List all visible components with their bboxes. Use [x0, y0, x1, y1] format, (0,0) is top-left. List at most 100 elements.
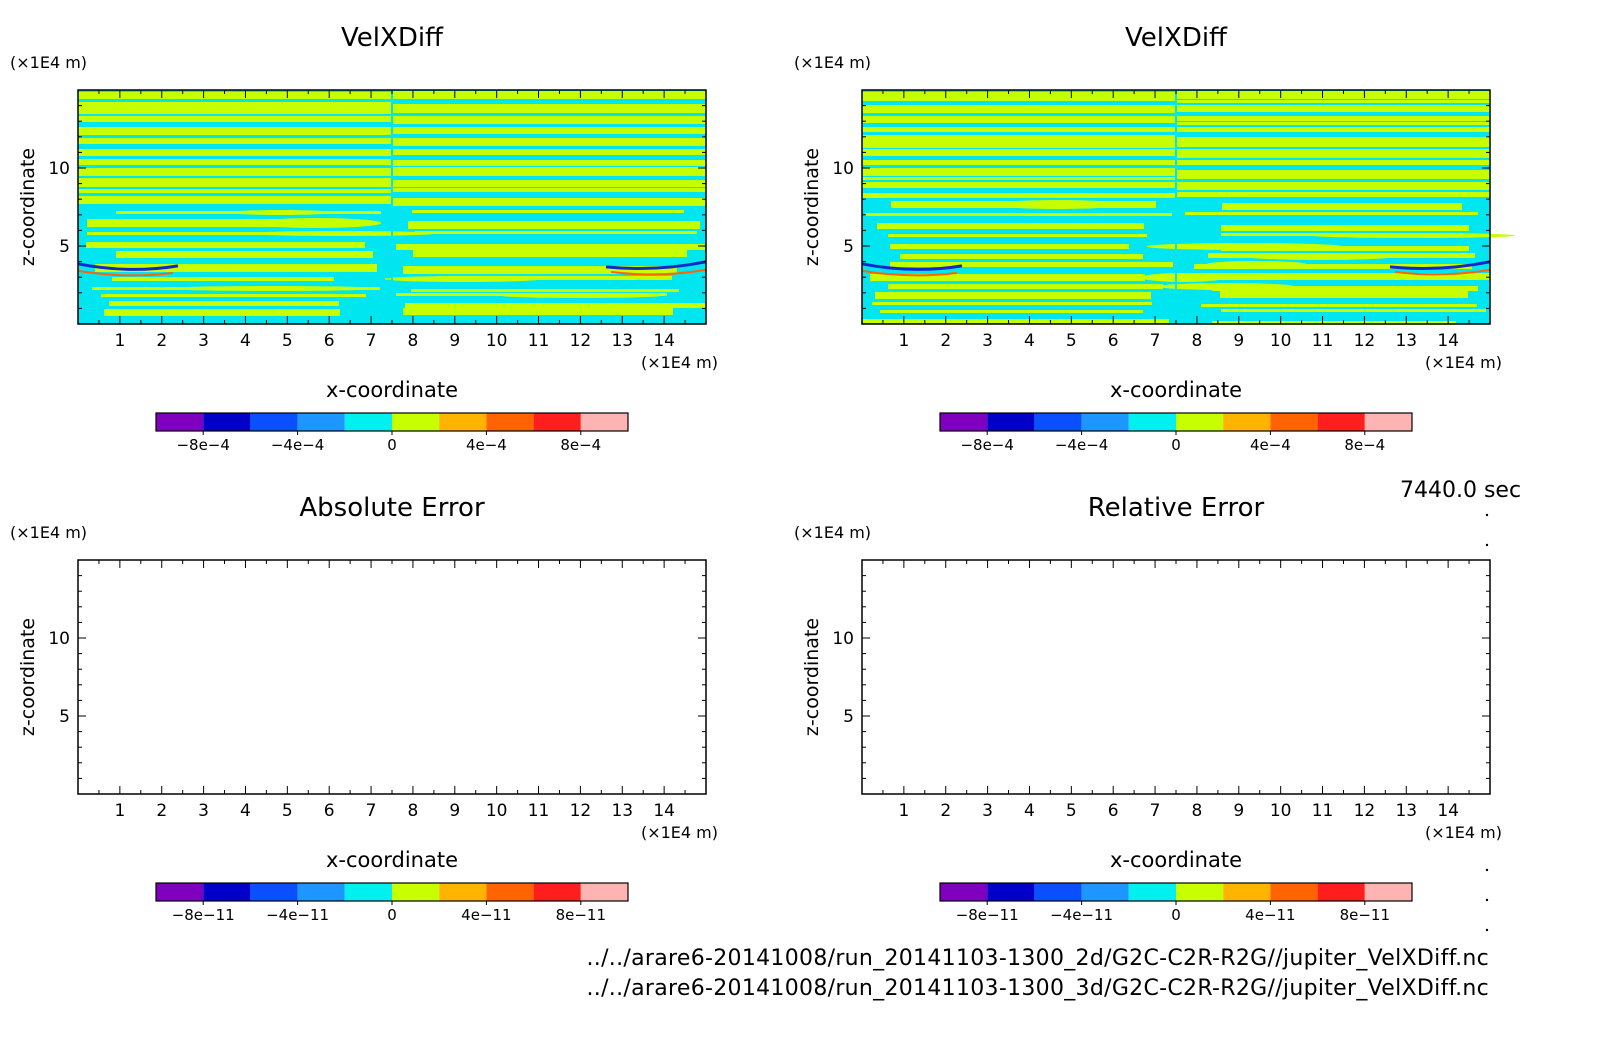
file-path-3d: ../../arare6-20141008/run_20141103-1300_…	[586, 976, 1489, 1001]
field-patch	[1244, 253, 1395, 260]
field-band	[888, 234, 1147, 237]
y-unit-label: (×1E4 m)	[10, 523, 87, 542]
y-axis-label: z-coordinate	[17, 618, 39, 736]
colorbar: −8e−4 −4e−4 0 4e−4 8e−4	[155, 412, 629, 454]
field-band	[392, 108, 706, 113]
field-band	[412, 210, 684, 213]
x-tick-label: 2	[940, 801, 951, 821]
field-patch	[166, 286, 381, 291]
x-tick-label: 2	[156, 331, 167, 351]
colorbar-segment	[1270, 413, 1318, 431]
colorbar-tick-label: 4e−11	[1245, 906, 1295, 924]
field-band	[1191, 273, 1490, 280]
x-tick-label: 11	[1312, 801, 1334, 821]
x-tick-label: 2	[156, 801, 167, 821]
decor-dot	[1485, 543, 1489, 547]
x-tick-label: 12	[1354, 801, 1376, 821]
x-axis-label: x-coordinate	[326, 378, 458, 402]
x-tick-label: 13	[611, 331, 633, 351]
field-band	[86, 242, 365, 248]
colorbar-tick-label: −8e−4	[960, 436, 1013, 454]
x-tick-label: 14	[1437, 331, 1459, 351]
colorbar-segment	[1176, 413, 1224, 431]
chart-title: Relative Error	[1088, 493, 1265, 523]
x-tick-label: 14	[653, 331, 675, 351]
field-band	[104, 309, 340, 316]
colorbar-segment	[439, 883, 487, 901]
colorbar-segment	[250, 413, 298, 431]
x-tick-label: 13	[1395, 331, 1417, 351]
colorbar-tick-label: −4e−4	[271, 436, 324, 454]
chart-title: VelXDiff	[341, 23, 444, 53]
field-band	[392, 142, 706, 146]
field-band	[1176, 91, 1490, 94]
field-band	[875, 292, 1151, 299]
decor-dot	[1485, 898, 1489, 902]
x-tick-label: 12	[570, 801, 592, 821]
field-patch	[228, 210, 333, 215]
x-tick-label: 9	[449, 801, 460, 821]
x-tick-label: 8	[408, 801, 419, 821]
x-axis-label: x-coordinate	[326, 848, 458, 872]
heatmap-field	[77, 90, 707, 324]
colorbar-segment	[1128, 413, 1176, 431]
colorbar-segment	[1364, 883, 1412, 901]
x-tick-label: 12	[570, 331, 592, 351]
x-tick-label: 13	[611, 801, 633, 821]
x-tick-label: 4	[240, 801, 251, 821]
colorbar-tick-label: 4e−4	[466, 436, 507, 454]
field-band	[1176, 187, 1490, 190]
chart-title: VelXDiff	[1125, 23, 1228, 53]
x-unit-label: (×1E4 m)	[1425, 353, 1502, 372]
x-tick-label: 7	[366, 331, 377, 351]
field-band	[872, 302, 1152, 305]
field-band	[1176, 154, 1490, 158]
colorbar-tick-label: 8e−4	[560, 436, 601, 454]
field-band	[112, 277, 334, 281]
field-band	[862, 168, 1176, 171]
colorbar-tick-label: 8e−11	[556, 906, 606, 924]
y-unit-label: (×1E4 m)	[794, 523, 871, 542]
colorbar-segment	[1081, 413, 1129, 431]
y-tick-label: 10	[48, 159, 70, 179]
x-tick-label: 10	[1270, 801, 1292, 821]
x-tick-label: 3	[198, 801, 209, 821]
field-band	[900, 254, 1143, 259]
field-extreme-positive	[1394, 268, 1491, 276]
field-patch	[248, 231, 436, 236]
colorbar-segment	[439, 413, 487, 431]
x-tick-label: 3	[982, 801, 993, 821]
field-patch	[1158, 283, 1295, 290]
x-tick-label: 5	[282, 331, 293, 351]
colorbar: −8e−11 −4e−11 0 4e−11 8e−11	[939, 882, 1413, 924]
field-band	[1221, 309, 1486, 312]
field-band	[1212, 286, 1478, 291]
colorbar-segment	[940, 883, 988, 901]
x-tick-label: 1	[898, 801, 909, 821]
field-extreme-negative	[77, 262, 179, 271]
field-band	[78, 178, 392, 184]
x-tick-label: 8	[1192, 801, 1203, 821]
field-band	[1176, 100, 1490, 103]
field-band	[862, 98, 1176, 101]
colorbar-segment	[1317, 413, 1365, 431]
colorbar-segment	[156, 883, 204, 901]
field-band	[78, 109, 392, 114]
field-band	[392, 198, 706, 206]
field-band	[862, 120, 1176, 123]
colorbar-segment	[1081, 883, 1129, 901]
colorbar-segment	[1034, 413, 1082, 431]
x-unit-label: (×1E4 m)	[641, 823, 718, 842]
field-band	[1221, 225, 1469, 231]
field-band	[1222, 203, 1462, 210]
colorbar-segment	[987, 413, 1035, 431]
field-patch	[1140, 273, 1226, 282]
colorbar-segment	[203, 883, 251, 901]
y-tick-label: 10	[832, 159, 854, 179]
x-unit-label: (×1E4 m)	[641, 353, 718, 372]
x-unit-label: (×1E4 m)	[1425, 823, 1502, 842]
field-band	[1176, 192, 1490, 197]
x-tick-label: 6	[324, 331, 335, 351]
